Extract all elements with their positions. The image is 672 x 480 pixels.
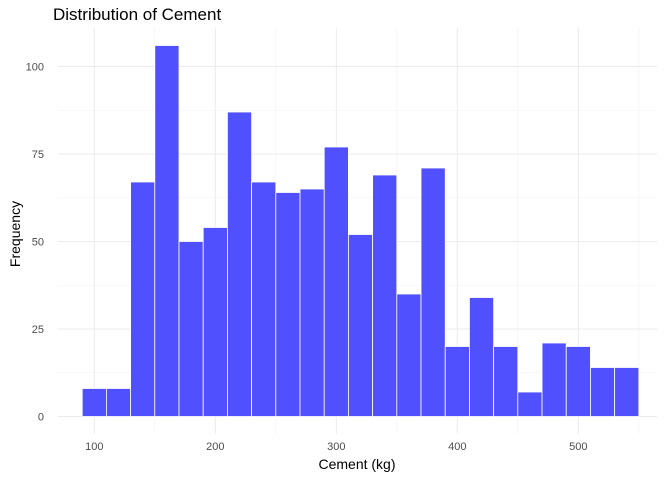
- histogram-bars: [81, 45, 640, 417]
- histogram-bar: [154, 45, 180, 417]
- histogram-bar: [323, 146, 349, 417]
- histogram-bar: [614, 367, 640, 417]
- histogram-bar: [444, 346, 470, 417]
- histogram-bar: [541, 342, 567, 417]
- x-tick-label: 500: [569, 441, 587, 453]
- histogram-bar: [106, 388, 132, 417]
- y-tick-label: 100: [26, 62, 44, 74]
- histogram-bar: [372, 174, 398, 417]
- histogram-bar: [590, 367, 616, 417]
- chart-title: Distribution of Cement: [53, 5, 222, 24]
- y-axis-ticks: 0 25 50 75 100: [26, 62, 44, 424]
- histogram-bar: [81, 388, 107, 417]
- histogram-bar: [178, 241, 204, 417]
- histogram-bar: [275, 192, 301, 417]
- histogram-bar: [565, 346, 591, 417]
- histogram-bar: [396, 293, 422, 417]
- x-tick-label: 100: [85, 441, 103, 453]
- x-tick-label: 300: [327, 441, 345, 453]
- x-tick-label: 400: [448, 441, 466, 453]
- histogram-bar: [299, 188, 325, 417]
- y-tick-label: 50: [32, 237, 44, 249]
- x-tick-label: 200: [206, 441, 224, 453]
- y-tick-label: 25: [32, 324, 44, 336]
- histogram-bar: [469, 297, 495, 417]
- histogram-bar: [493, 346, 519, 417]
- histogram-bar: [348, 234, 374, 417]
- histogram-bar: [202, 227, 228, 417]
- histogram-bar: [227, 111, 253, 417]
- y-tick-label: 0: [38, 412, 44, 424]
- x-axis-title: Cement (kg): [318, 456, 395, 472]
- y-axis-title: Frequency: [7, 201, 23, 267]
- x-axis-ticks: 100 200 300 400 500: [85, 441, 587, 453]
- histogram-bar: [420, 167, 446, 417]
- histogram-bar: [251, 181, 277, 417]
- y-tick-label: 75: [32, 149, 44, 161]
- histogram-bar: [130, 181, 156, 417]
- histogram-bar: [517, 391, 543, 417]
